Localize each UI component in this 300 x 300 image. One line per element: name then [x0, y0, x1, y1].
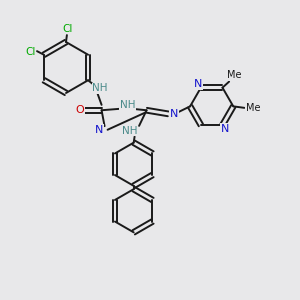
Text: N: N — [95, 125, 103, 135]
Text: N: N — [194, 79, 202, 89]
Text: NH: NH — [122, 126, 137, 136]
Text: Me: Me — [246, 103, 261, 113]
Text: NH: NH — [120, 100, 135, 110]
Text: N: N — [221, 124, 229, 134]
Text: Cl: Cl — [62, 23, 73, 34]
Text: Cl: Cl — [25, 47, 36, 57]
Text: N: N — [169, 110, 178, 119]
Text: Me: Me — [227, 70, 242, 80]
Text: O: O — [75, 105, 84, 115]
Text: NH: NH — [92, 83, 108, 93]
